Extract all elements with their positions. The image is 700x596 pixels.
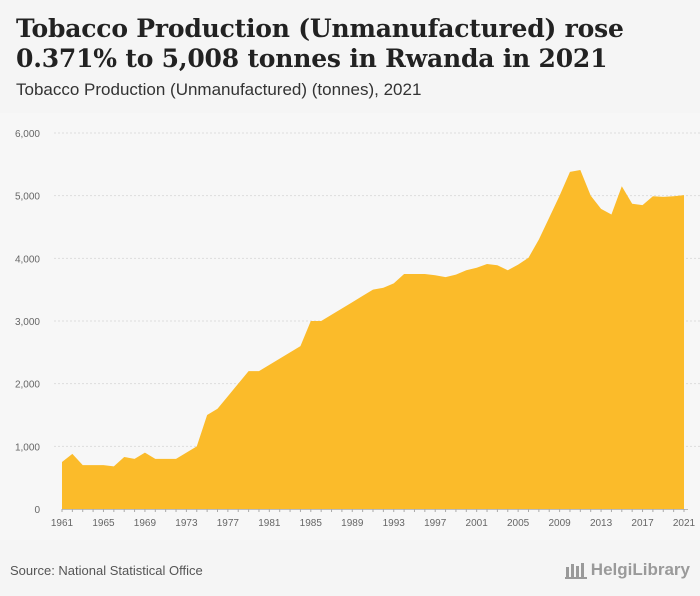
x-tick-label: 2009: [548, 518, 571, 529]
x-tick-label: 2017: [631, 518, 654, 529]
series-area: [62, 169, 684, 509]
x-tick-label: 1981: [258, 518, 281, 529]
logo-text: HelgiLibrary: [590, 560, 690, 579]
x-tick-label: 1977: [217, 518, 240, 529]
building-icon: [564, 563, 587, 579]
x-tick-label: 2021: [673, 518, 696, 529]
x-tick-label: 1973: [175, 518, 198, 529]
source-note: Source: National Statistical Office: [10, 563, 203, 578]
x-tick-label: 1965: [92, 518, 115, 529]
y-axis: 0 1,000 2,000 3,000 4,000 5,000 6,000: [15, 129, 40, 516]
x-tick-label: 2013: [590, 518, 613, 529]
chart-header: Tobacco Production (Unmanufactured) rose…: [0, 0, 700, 113]
x-tick-label: 1961: [51, 518, 74, 529]
x-axis: 1961 1965 1969 1973 1977 1981 1985 1989 1993 1997…: [51, 509, 696, 529]
chart-title: Tobacco Production (Unmanufactured) rose…: [16, 14, 624, 73]
y-tick-label: 1,000: [15, 442, 40, 453]
y-tick-label: 2,000: [15, 380, 40, 391]
x-tick-label: 1997: [424, 518, 447, 529]
x-tick-label: 1969: [134, 518, 157, 529]
y-tick-label: 5,000: [15, 192, 40, 203]
x-tick-label: 1993: [383, 518, 406, 529]
y-tick-label: 6,000: [15, 129, 40, 140]
x-tick-label: 1989: [341, 518, 364, 529]
x-tick-label: 2005: [507, 518, 530, 529]
x-tick-label: 1985: [300, 518, 323, 529]
x-tick-label: 2001: [466, 518, 489, 529]
helgi-library-logo[interactable]: HelgiLibrary: [564, 560, 690, 580]
y-tick-label: 0: [34, 505, 40, 516]
y-tick-label: 4,000: [15, 254, 40, 265]
y-tick-label: 3,000: [15, 317, 40, 328]
chart-subtitle: Tobacco Production (Unmanufactured) (ton…: [16, 80, 422, 99]
